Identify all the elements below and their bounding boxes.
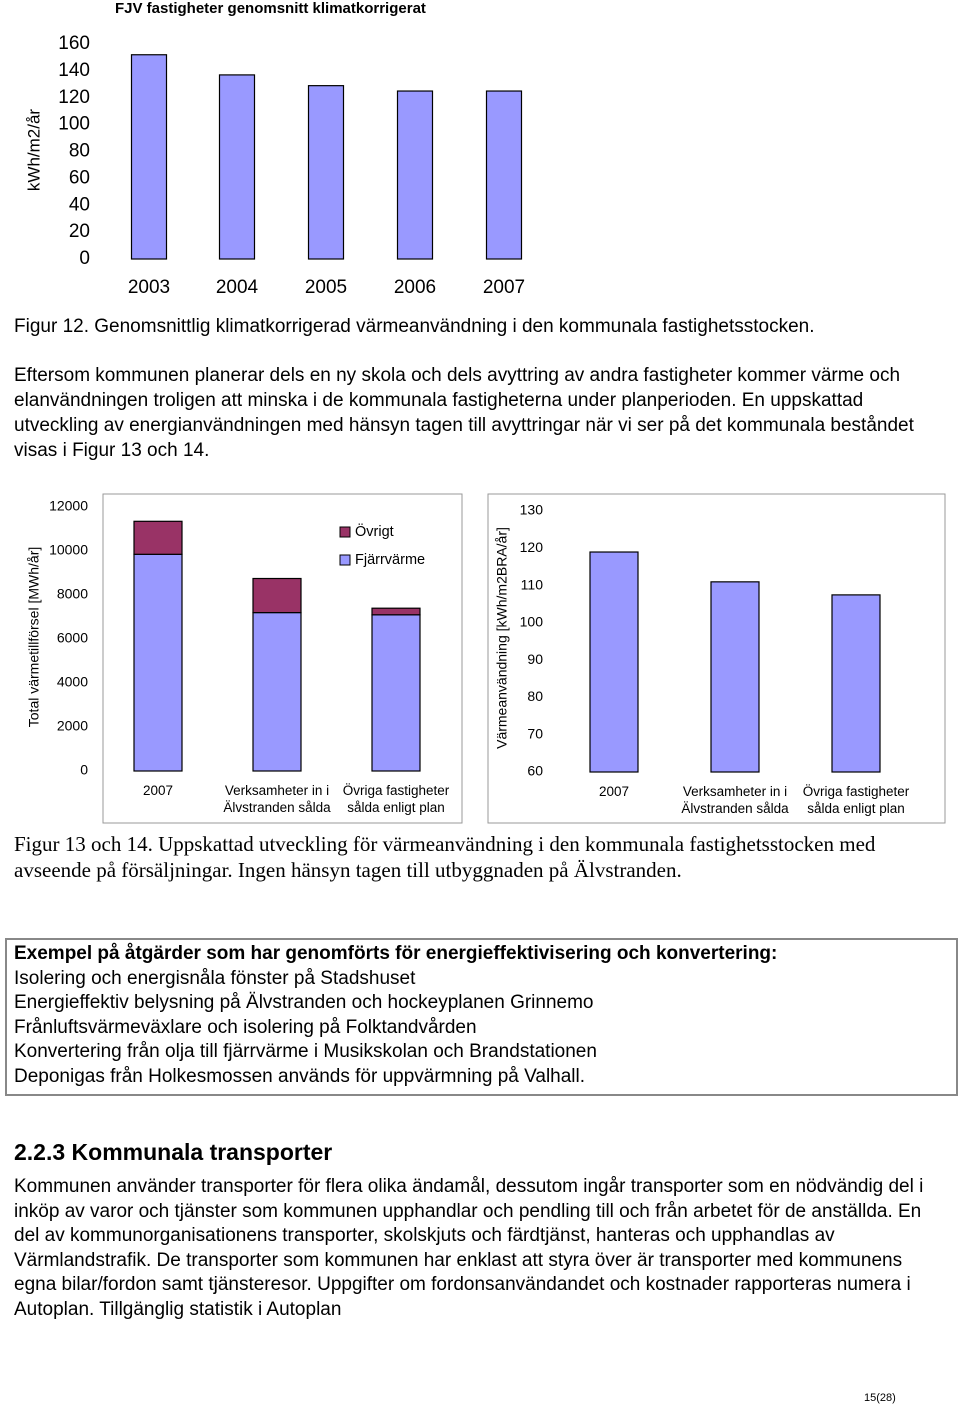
- charts: FJV fastigheter genomsnitt klimatkorrige…: [24, 0, 946, 824]
- box-item: Konvertering från olja till fjärrvärme i…: [14, 1041, 597, 1063]
- bar: [130, 54, 168, 260]
- y-tick-label: 110: [521, 576, 544, 592]
- caption: Figur 12. Genomsnittlig klimatkorrigerad…: [14, 316, 815, 337]
- x-tick-label: 2005: [304, 277, 348, 298]
- y-tick-label: 20: [69, 221, 90, 242]
- section-heading: 2.2.3 Kommunala transporter: [14, 1139, 333, 1165]
- box-item: Energieffektiv belysning på Älvstranden …: [14, 992, 594, 1014]
- x-tick-label: 2007: [142, 783, 174, 798]
- box-heading: Exempel på åtgärder som har genomförts f…: [14, 943, 778, 964]
- y-tick-label: 70: [527, 725, 543, 741]
- y-axis-label: Värmeanvändning [kWh/m2BRA/år]: [494, 527, 510, 749]
- x-tick-label: 2003: [127, 277, 171, 298]
- bar-segment: [371, 607, 421, 616]
- paragraph: Eftersom kommunen planerar dels en ny sk…: [14, 365, 914, 461]
- bar-segment: [252, 577, 302, 614]
- y-tick-label: 10000: [49, 542, 88, 558]
- y-tick-label: 100: [520, 614, 544, 630]
- chart-frame: [102, 493, 463, 824]
- x-tick-label: 2006: [393, 277, 437, 298]
- y-tick-label: 6000: [57, 630, 88, 646]
- x-tick-label: Övriga fastigheter sålda enligt plan: [802, 784, 910, 816]
- y-tick-label: 80: [69, 141, 90, 162]
- x-tick-label: 2007: [598, 784, 630, 799]
- page-number: 15(28): [864, 1392, 896, 1404]
- legend-swatch: [339, 554, 351, 566]
- bar: [396, 90, 434, 260]
- chart-canvas: FJV fastigheter genomsnitt klimatkorrige…: [24, 0, 946, 824]
- bar: [831, 594, 881, 773]
- box-item: Frånluftsvärmeväxlare och isolering på F…: [14, 1016, 477, 1038]
- y-tick-label: 100: [58, 114, 90, 135]
- y-tick-label: 60: [527, 763, 543, 779]
- y-tick-label: 0: [80, 762, 88, 778]
- bar: [589, 551, 639, 773]
- chart-title: FJV fastigheter genomsnitt klimatkorrige…: [115, 0, 426, 17]
- y-tick-label: 2000: [57, 718, 88, 734]
- bar-segment: [371, 614, 421, 772]
- y-tick-label: 8000: [57, 586, 88, 602]
- y-tick-label: 120: [520, 539, 544, 555]
- bar-segment: [252, 611, 302, 772]
- y-tick-label: 90: [527, 651, 543, 667]
- y-tick-label: 80: [527, 688, 543, 704]
- box-item: Deponigas från Holkesmossen används för …: [14, 1065, 586, 1087]
- x-tick-label: Verksamheter in i Älvstranden sålda: [681, 784, 789, 816]
- y-tick-label: 4000: [57, 674, 88, 690]
- y-tick-label: 140: [58, 60, 90, 81]
- info-box: Exempel på åtgärder som har genomförts f…: [5, 938, 958, 1096]
- caption: Figur 13 och 14. Uppskattad utveckling f…: [14, 832, 876, 882]
- y-tick-label: 0: [79, 248, 90, 269]
- bar-segment: [133, 553, 183, 772]
- bar-segment: [133, 520, 183, 555]
- paragraph: Kommunen använder transporter för flera …: [14, 1176, 924, 1320]
- x-tick-label: Verksamheter in i Älvstranden sålda: [223, 783, 331, 815]
- bar: [710, 581, 760, 773]
- legend-label: Övrigt: [355, 522, 394, 540]
- bar: [485, 90, 523, 260]
- x-tick-label: 2007: [482, 277, 526, 298]
- legend-swatch: [339, 526, 351, 538]
- legend-label: Fjärrvärme: [355, 552, 425, 568]
- y-axis-label: kWh/m2/år: [24, 109, 43, 192]
- bar: [218, 74, 256, 260]
- y-tick-label: 60: [69, 167, 90, 188]
- y-tick-label: 160: [58, 33, 90, 54]
- box-item: Isolering och energisnåla fönster på Sta…: [14, 967, 416, 989]
- y-tick-label: 12000: [49, 498, 88, 514]
- y-tick-label: 120: [58, 87, 90, 108]
- y-tick-label: 130: [520, 502, 544, 518]
- chart-frame: [487, 493, 946, 824]
- x-tick-label: Övriga fastigheter sålda enligt plan: [342, 783, 450, 815]
- y-axis-label: Total värmetillförsel [MWh/år]: [26, 547, 42, 727]
- y-tick-label: 40: [69, 194, 90, 215]
- bar: [307, 85, 345, 260]
- x-tick-label: 2004: [215, 277, 259, 298]
